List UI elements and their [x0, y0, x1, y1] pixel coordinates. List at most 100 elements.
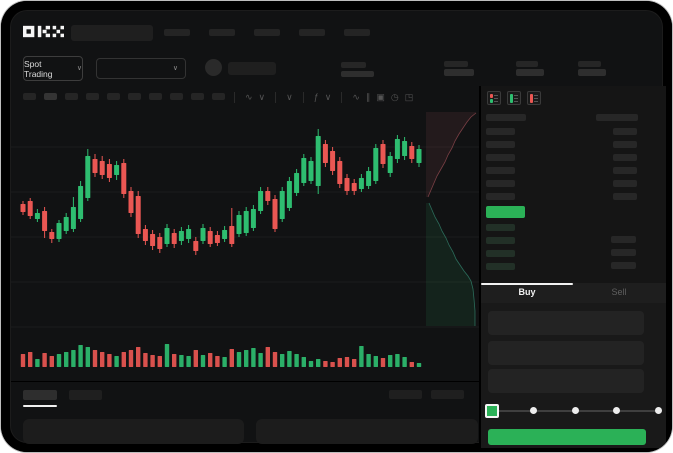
candle-body — [150, 234, 156, 246]
orders-action-skeleton[interactable] — [389, 390, 422, 399]
candle-body — [78, 186, 84, 219]
volume-bar — [128, 350, 134, 367]
candle-body — [34, 213, 40, 219]
orderbook-bids-only-view-icon[interactable] — [507, 91, 521, 105]
slider-stop[interactable] — [613, 407, 620, 414]
measure-tool-icon[interactable]: ∥ — [365, 91, 371, 102]
candle-body — [121, 163, 127, 194]
trendline-tool-icon[interactable]: ∿ — [352, 91, 360, 102]
trades-row — [613, 141, 637, 148]
price-change-skeleton — [341, 71, 374, 77]
icon-line — [514, 95, 518, 96]
nav-item-skeleton[interactable] — [254, 29, 280, 36]
candle-body — [27, 201, 33, 216]
orderbook-asks-only-view-icon[interactable] — [527, 91, 541, 105]
trades-row — [611, 262, 636, 269]
volume-bar — [20, 354, 26, 367]
volume-bar — [208, 353, 213, 367]
candlestick-chart[interactable] — [11, 107, 479, 369]
depth-ask-area — [426, 112, 476, 197]
candle-body — [351, 183, 357, 191]
slider-stop[interactable] — [654, 407, 662, 414]
trades-row — [611, 249, 636, 256]
amount-slider[interactable] — [481, 404, 666, 418]
chevron-down-icon: ∨ — [76, 65, 82, 72]
stat-label-skeleton — [578, 61, 601, 67]
price-input[interactable] — [488, 311, 644, 335]
volume-bar — [193, 350, 198, 367]
bid-indicator — [490, 99, 493, 103]
candle-body — [222, 230, 228, 239]
tab-sell[interactable]: Sell — [611, 287, 627, 297]
candle-body — [409, 146, 415, 159]
volume-bar — [172, 354, 177, 367]
market-type-label: Spot Trading — [24, 58, 53, 79]
nav-item-skeleton[interactable] — [164, 29, 190, 36]
volume-bar — [402, 357, 407, 367]
volume-bar — [136, 347, 141, 367]
volume-bar — [344, 357, 350, 367]
orders-action-skeleton[interactable] — [431, 390, 464, 399]
buy-submit-button[interactable] — [488, 429, 646, 445]
volume-bar — [71, 350, 76, 367]
nav-item-skeleton[interactable] — [344, 29, 370, 36]
volume-bar — [359, 346, 364, 367]
interval-button[interactable] — [86, 93, 99, 100]
interval-button[interactable] — [191, 93, 204, 100]
candle-body — [243, 211, 249, 233]
orderbook-combined-book-view-icon[interactable] — [487, 91, 501, 105]
candle-body — [106, 164, 112, 178]
timer-icon[interactable]: ◷ — [390, 91, 399, 102]
screenshot-icon[interactable]: ▣ — [376, 91, 385, 102]
interval-button[interactable] — [170, 93, 183, 100]
fullscreen-icon[interactable]: ◳ — [404, 91, 414, 102]
candle-body — [272, 199, 278, 229]
candle-body — [358, 178, 364, 189]
interval-button[interactable] — [212, 93, 225, 100]
volume-bar — [150, 355, 155, 367]
candle-body — [315, 136, 321, 186]
header-search-skeleton[interactable] — [71, 25, 153, 41]
tab-buy[interactable]: Buy — [518, 287, 536, 297]
volume-bar — [28, 352, 33, 367]
volume-bar — [85, 347, 90, 367]
icon-line — [534, 98, 538, 99]
orders-tab[interactable] — [69, 390, 102, 400]
slider-stop[interactable] — [571, 407, 579, 414]
candle-body — [128, 191, 134, 213]
indicators-icon[interactable]: ƒ — [313, 91, 319, 102]
market-type-selector[interactable]: Spot Trading ∨ — [23, 56, 83, 81]
nav-item-skeleton[interactable] — [209, 29, 235, 36]
chevron-down-icon[interactable]: ∨ — [286, 91, 293, 102]
stat-label-skeleton — [444, 61, 468, 67]
total-input[interactable] — [488, 369, 644, 393]
volume-bar — [143, 353, 148, 367]
slider-stop[interactable] — [530, 407, 537, 414]
interval-button[interactable] — [107, 93, 120, 100]
amount-input[interactable] — [488, 341, 644, 365]
nav-item-skeleton[interactable] — [299, 29, 325, 36]
orders-tab-active[interactable] — [23, 390, 57, 400]
slider-handle[interactable] — [485, 404, 499, 418]
trades-row — [613, 193, 637, 200]
interval-button[interactable] — [23, 93, 36, 100]
volume-bar — [92, 350, 98, 367]
volume-bar — [236, 352, 242, 367]
volume-bar — [395, 354, 400, 367]
chevron-down-icon[interactable]: ∨ — [324, 91, 332, 102]
interval-button[interactable] — [65, 93, 78, 100]
candle-body — [200, 228, 206, 241]
candle-body — [214, 235, 220, 243]
interval-button[interactable] — [149, 93, 162, 100]
candle-body — [135, 196, 141, 234]
pair-selector[interactable]: ∨ — [96, 58, 186, 79]
chart-style-icon[interactable]: ∿ — [245, 91, 253, 102]
icon-line — [494, 95, 498, 96]
stat-value-skeleton — [444, 69, 474, 76]
chevron-down-icon[interactable]: ∨ — [258, 91, 266, 102]
interval-button[interactable] — [128, 93, 141, 100]
interval-button[interactable] — [44, 93, 57, 100]
candle-body — [193, 241, 199, 251]
trade-form — [481, 303, 666, 448]
